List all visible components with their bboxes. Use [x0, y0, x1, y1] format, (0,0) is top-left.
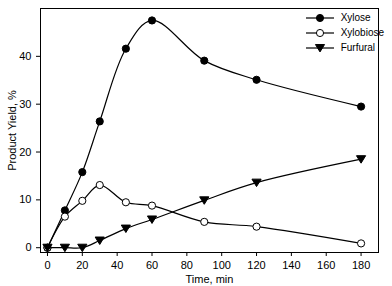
html-text:Xylose: Xylose [340, 12, 371, 23]
svg-text:80: 80 [181, 259, 193, 271]
svg-text:60: 60 [146, 259, 158, 271]
svg-text:0: 0 [25, 241, 31, 253]
svg-text:30: 30 [19, 98, 31, 110]
svg-text:140: 140 [282, 259, 300, 271]
svg-text:Time, min: Time, min [186, 273, 234, 285]
svg-text:40: 40 [19, 50, 31, 62]
svg-text:0: 0 [44, 259, 50, 271]
svg-text:120: 120 [247, 259, 265, 271]
svg-text:10: 10 [19, 193, 31, 205]
svg-text:20: 20 [19, 146, 31, 158]
svg-text:40: 40 [111, 259, 123, 271]
svg-text:180: 180 [352, 259, 370, 271]
svg-text:Product Yield, %: Product Yield, % [6, 90, 18, 171]
svg-text:20: 20 [76, 259, 88, 271]
html-text:Xylobiose: Xylobiose [340, 27, 384, 38]
svg-text:160: 160 [317, 259, 335, 271]
svg-text:100: 100 [213, 259, 231, 271]
html-text:Furfural: Furfural [340, 42, 376, 53]
